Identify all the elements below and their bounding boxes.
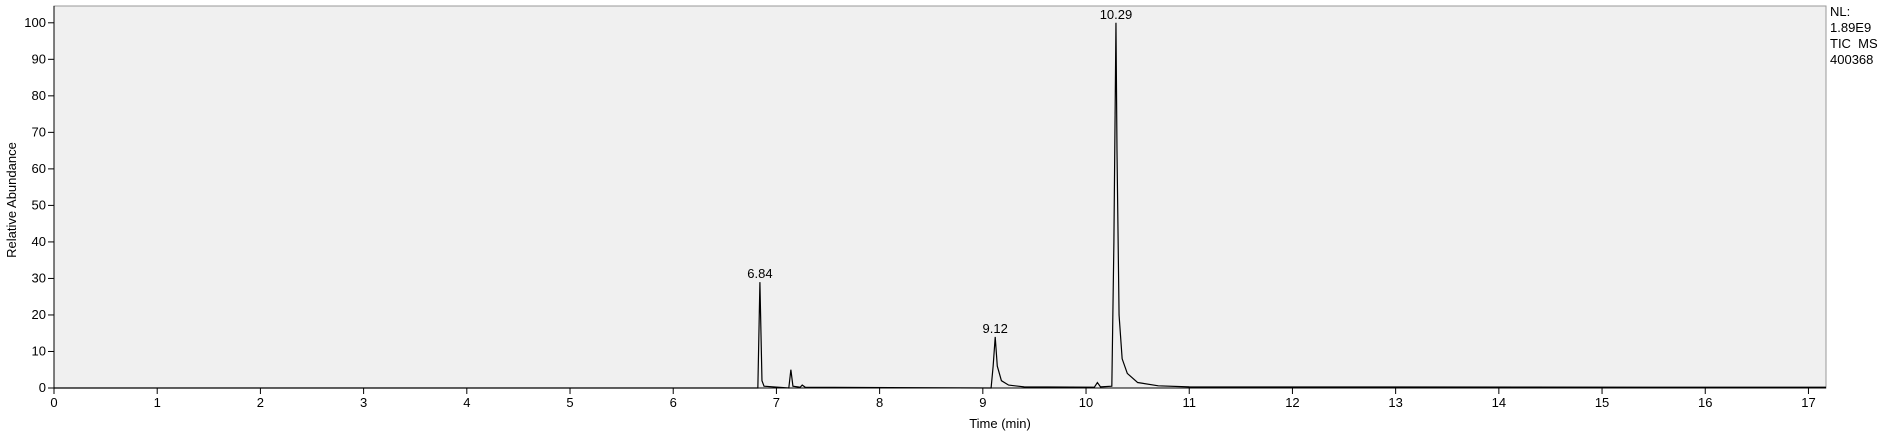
y-tick-label: 80 <box>32 88 46 103</box>
x-tick-label: 13 <box>1388 395 1402 410</box>
side-text: 1.89E9 <box>1830 20 1871 35</box>
x-tick-label: 2 <box>257 395 264 410</box>
peak-label: 10.29 <box>1100 7 1133 22</box>
x-tick-label: 14 <box>1492 395 1506 410</box>
peak-label: 9.12 <box>983 321 1008 336</box>
x-tick-label: 9 <box>979 395 986 410</box>
y-axis-label: Relative Abundance <box>4 142 19 258</box>
plot-area <box>53 5 1827 389</box>
side-text: TIC MS <box>1830 36 1878 51</box>
x-tick-label: 3 <box>360 395 367 410</box>
y-tick-label: 90 <box>32 51 46 66</box>
x-tick-label: 0 <box>50 395 57 410</box>
x-tick-label: 1 <box>154 395 161 410</box>
side-text: NL: <box>1830 4 1850 19</box>
y-tick-label: 10 <box>32 343 46 358</box>
x-tick-label: 8 <box>876 395 883 410</box>
side-text: 400368 <box>1830 52 1873 67</box>
y-tick-label: 40 <box>32 234 46 249</box>
x-tick-label: 17 <box>1801 395 1815 410</box>
x-tick-label: 5 <box>566 395 573 410</box>
x-tick-label: 15 <box>1595 395 1609 410</box>
y-tick-label: 30 <box>32 270 46 285</box>
y-tick-label: 20 <box>32 307 46 322</box>
x-axis-label: Time (min) <box>969 416 1031 431</box>
y-tick-label: 100 <box>24 15 46 30</box>
x-tick-label: 16 <box>1698 395 1712 410</box>
y-tick-label: 0 <box>39 380 46 395</box>
x-tick-label: 12 <box>1285 395 1299 410</box>
y-tick-label: 50 <box>32 197 46 212</box>
chromatogram-line <box>54 22 1827 389</box>
x-tick-label: 6 <box>670 395 677 410</box>
x-tick-label: 7 <box>773 395 780 410</box>
x-tick-label: 10 <box>1079 395 1093 410</box>
peak-label: 6.84 <box>747 266 772 281</box>
y-tick-label: 60 <box>32 161 46 176</box>
x-tick-label: 4 <box>463 395 470 410</box>
y-tick-label: 70 <box>32 124 46 139</box>
x-tick-label: 11 <box>1182 395 1196 410</box>
